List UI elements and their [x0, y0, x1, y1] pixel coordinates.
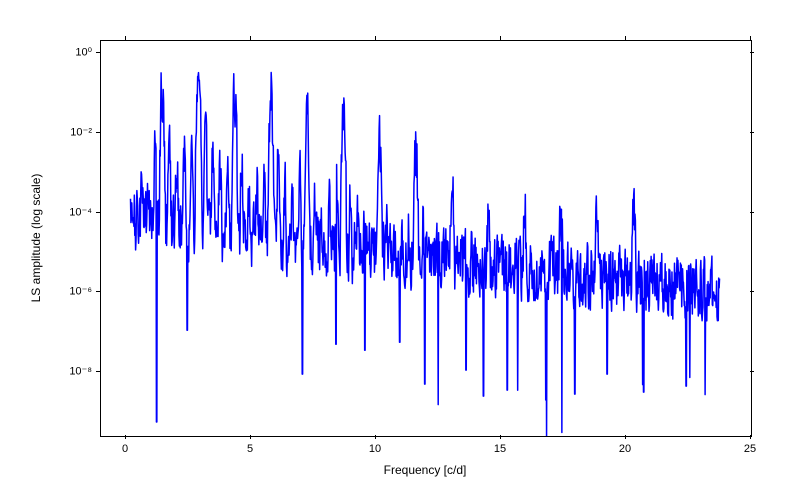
x-tick-label: 10 [369, 443, 381, 455]
y-tick-mark [96, 291, 100, 292]
x-tick-mark [500, 435, 501, 439]
x-tick-mark [625, 36, 626, 40]
y-tick-mark [750, 291, 754, 292]
x-tick-label: 20 [619, 443, 631, 455]
x-tick-mark [750, 36, 751, 40]
x-tick-mark [500, 36, 501, 40]
y-tick-label: 10⁻⁶ [56, 285, 92, 298]
plot-area [100, 40, 752, 437]
figure: Frequency [c/d] LS amplitude (log scale)… [0, 0, 800, 500]
x-tick-mark [125, 36, 126, 40]
y-tick-mark [750, 132, 754, 133]
y-tick-label: 10⁰ [56, 45, 92, 58]
y-tick-mark [96, 212, 100, 213]
y-tick-label: 10⁻² [56, 125, 92, 138]
y-tick-mark [96, 52, 100, 53]
x-tick-mark [375, 36, 376, 40]
spectrum-path [131, 73, 720, 436]
x-tick-mark [250, 435, 251, 439]
x-tick-mark [625, 435, 626, 439]
x-tick-mark [250, 36, 251, 40]
x-axis-label: Frequency [c/d] [384, 463, 467, 477]
y-axis-label: LS amplitude (log scale) [29, 173, 43, 302]
x-tick-label: 5 [247, 443, 253, 455]
x-tick-label: 15 [494, 443, 506, 455]
y-tick-mark [750, 212, 754, 213]
y-tick-label: 10⁻⁸ [56, 365, 92, 378]
y-tick-mark [96, 371, 100, 372]
y-tick-label: 10⁻⁴ [56, 205, 92, 218]
x-tick-label: 25 [744, 443, 756, 455]
y-tick-mark [96, 132, 100, 133]
x-tick-label: 0 [122, 443, 128, 455]
y-tick-mark [750, 52, 754, 53]
x-tick-mark [750, 435, 751, 439]
spectrum-line [101, 41, 751, 436]
y-tick-mark [750, 371, 754, 372]
x-tick-mark [125, 435, 126, 439]
x-tick-mark [375, 435, 376, 439]
